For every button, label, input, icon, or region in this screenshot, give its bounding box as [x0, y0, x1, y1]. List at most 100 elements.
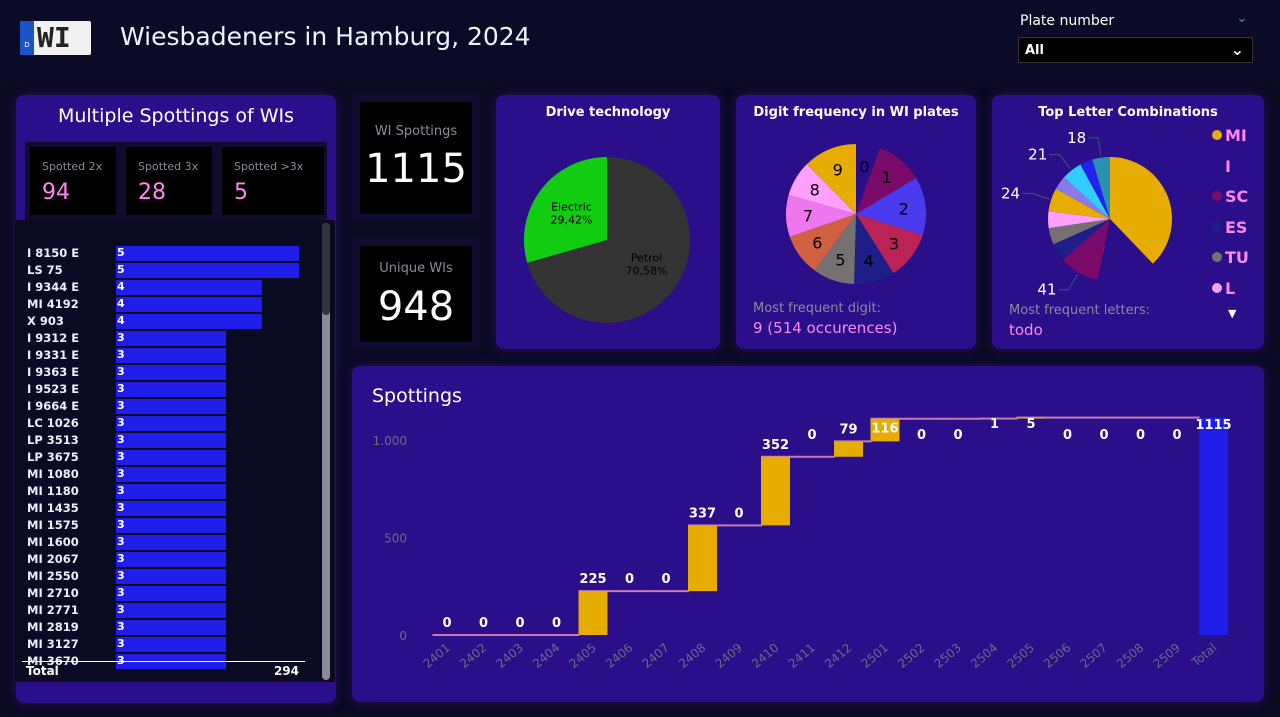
legend-item[interactable]: I	[1212, 157, 1231, 176]
plate-number: MI 1180	[27, 484, 79, 498]
list-item[interactable]: MI 3127 3	[15, 636, 315, 653]
connector-line	[615, 590, 653, 593]
pie-slice-2	[856, 178, 926, 236]
list-item[interactable]: I 9664 E 3	[15, 398, 315, 415]
list-item[interactable]: MI 1180 3	[15, 483, 315, 500]
card-label: Spotted 3x	[138, 160, 199, 173]
kpi-value: 948	[377, 284, 455, 330]
spotting-count-bar: 3	[116, 620, 226, 635]
logo-text: WI	[37, 21, 71, 54]
legend-item[interactable]: SC	[1212, 187, 1248, 206]
x-tick-label: 2407	[640, 641, 672, 671]
legend-item[interactable]: MI	[1212, 126, 1247, 145]
connector-line	[1162, 416, 1200, 419]
legend-scroll-down-icon[interactable]: ▼	[1228, 307, 1237, 320]
digit-label: 3	[889, 234, 899, 253]
chart-title: Drive technology	[545, 105, 671, 120]
card-label: Spotted >3x	[234, 160, 304, 173]
increase-bar	[870, 418, 900, 442]
x-tick-label: Total	[1188, 641, 1219, 670]
spotted-more-card: Spotted >3x 5	[222, 147, 324, 215]
spotting-count-bar: 4	[116, 280, 262, 295]
list-item[interactable]: MI 4192 4	[15, 296, 315, 313]
x-tick-label: 2503	[932, 641, 964, 671]
dropdown-value: All	[1025, 43, 1044, 58]
legend-item[interactable]: L	[1212, 279, 1235, 298]
pie-slice-4	[854, 214, 894, 284]
data-label: 0	[734, 506, 743, 521]
connector-line	[980, 417, 1018, 420]
spotting-count-bar: 4	[116, 314, 262, 329]
legend-dot-icon	[1212, 282, 1222, 293]
list-item[interactable]: LC 1026 3	[15, 415, 315, 432]
list-item[interactable]: MI 2550 3	[15, 568, 315, 585]
list-item[interactable]: I 9344 E 4	[15, 279, 315, 296]
list-item[interactable]: MI 1080 3	[15, 466, 315, 483]
legend-label: L	[1225, 278, 1236, 298]
data-label: 352	[762, 438, 789, 453]
data-label: 0	[917, 428, 926, 443]
list-item[interactable]: LP 3675 3	[15, 449, 315, 466]
list-item[interactable]: MI 2819 3	[15, 619, 315, 636]
spotting-count-bar: 3	[116, 365, 226, 380]
list-item[interactable]: MI 2771 3	[15, 602, 315, 619]
legend-dot-icon	[1212, 221, 1222, 232]
data-label: 337	[689, 506, 716, 521]
legend-dot-icon	[1212, 191, 1222, 201]
list-item[interactable]: MI 1600 3	[15, 534, 315, 551]
legend-item[interactable]: TU	[1212, 248, 1249, 267]
plate-number: I 9523 E	[27, 382, 80, 396]
plate-number: MI 2771	[27, 603, 79, 617]
spotting-count-bar: 3	[116, 586, 226, 601]
chart-title: Top Letter Combinations	[1038, 105, 1218, 120]
scrollbar[interactable]	[322, 223, 330, 680]
list-item[interactable]: MI 2710 3	[15, 585, 315, 602]
card-value: 5	[234, 180, 248, 205]
plate-number-dropdown[interactable]: All ⌄	[1018, 37, 1253, 63]
list-item[interactable]: I 9523 E 3	[15, 381, 315, 398]
chevron-down-icon: ⌄	[1230, 40, 1244, 59]
list-item[interactable]: I 9331 E 3	[15, 347, 315, 364]
list-item[interactable]: LP 3513 3	[15, 432, 315, 449]
list-item[interactable]: I 9363 E 3	[15, 364, 315, 381]
leader-line	[1058, 273, 1079, 291]
x-tick-label: 2509	[1151, 641, 1183, 671]
plate-filter-label: Plate number	[1020, 13, 1115, 29]
scrollbar-thumb[interactable]	[322, 223, 330, 315]
list-item[interactable]: I 9312 E 3	[15, 330, 315, 347]
pie-slice-L	[1048, 211, 1110, 229]
plate-number: I 9344 E	[27, 280, 80, 294]
list-item[interactable]: MI 2067 3	[15, 551, 315, 568]
list-item[interactable]: MI 1435 3	[15, 500, 315, 517]
total-bar	[1199, 417, 1228, 635]
data-label: 0	[807, 428, 816, 443]
connector-line	[797, 455, 835, 458]
legend-item[interactable]: ES	[1212, 218, 1247, 237]
list-item[interactable]: LS 75 5	[15, 262, 315, 279]
pie-slice-1	[856, 148, 917, 214]
list-item[interactable]: X 903 4	[15, 313, 315, 330]
spotting-count-bar: 3	[116, 433, 226, 448]
x-tick-label: 2410	[749, 641, 781, 671]
plate-number: I 9664 E	[27, 399, 80, 413]
data-label: 79	[839, 422, 857, 437]
plate-number: MI 2067	[27, 552, 79, 566]
data-label: 0	[661, 572, 670, 587]
data-label: 0	[1099, 428, 1108, 443]
kpi-value: 1115	[365, 146, 467, 192]
list-item[interactable]: MI 1575 3	[15, 517, 315, 534]
data-label: 0	[1136, 428, 1145, 443]
plate-number: I 9363 E	[27, 365, 80, 379]
spotting-count-bar: 3	[116, 484, 226, 499]
pie-slice-TU	[1048, 219, 1110, 245]
footer-value: todo	[1009, 321, 1043, 339]
list-item[interactable]: I 8150 E 5	[15, 245, 315, 262]
legend-dot-icon	[1212, 252, 1222, 262]
chevron-down-icon[interactable]: ⌄	[1236, 10, 1248, 26]
data-label: 0	[515, 616, 524, 631]
leader-line	[1088, 137, 1102, 156]
spotting-count-bar: 3	[116, 399, 226, 414]
pie-slice-8	[788, 164, 856, 214]
